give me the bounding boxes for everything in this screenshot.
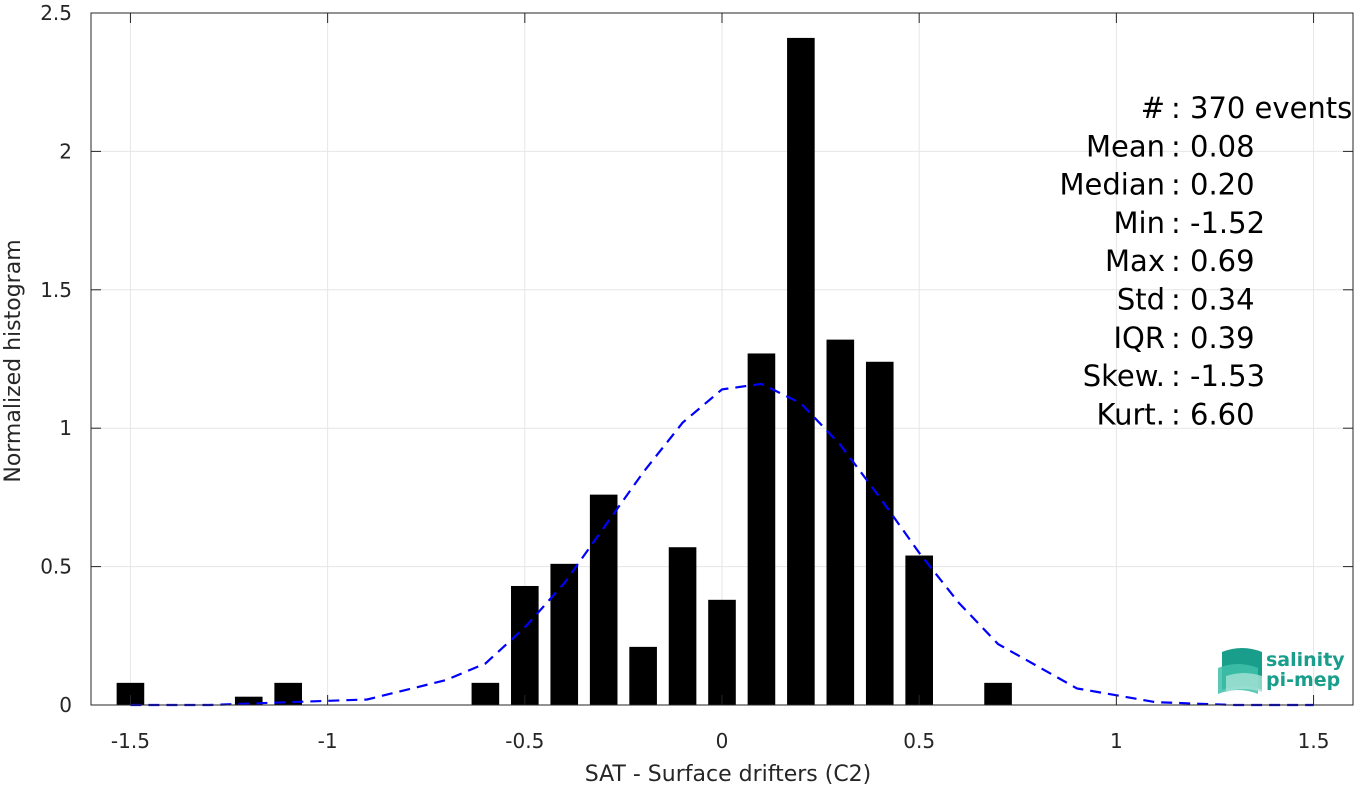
stat-label-0: # [1141, 91, 1165, 125]
x-tick-label-2: -0.5 [505, 729, 544, 753]
x-tick-label-5: 1 [1110, 729, 1123, 753]
stat-label-2: Median [1060, 168, 1165, 202]
x-tick-label-0: -1.5 [111, 729, 150, 753]
x-tick-label-1: -1 [318, 729, 338, 753]
x-tick-label-3: 0 [716, 729, 729, 753]
stat-label-3: Min [1114, 206, 1165, 240]
histogram-bar-5 [550, 563, 579, 705]
histogram-bar-15 [984, 682, 1012, 705]
stat-label-8: Kurt. [1097, 397, 1165, 431]
stat-value-6: : 0.39 [1171, 321, 1255, 355]
stat-label-6: IQR [1113, 321, 1165, 355]
histogram-bar-12 [826, 339, 855, 705]
stat-value-5: : 0.34 [1171, 283, 1255, 317]
histogram-bar-9 [708, 599, 736, 705]
x-axis-label: SAT - Surface drifters (C2) [585, 762, 872, 785]
histogram-bar-14 [905, 555, 933, 705]
histogram-bar-2 [274, 682, 302, 705]
histogram-bar-4 [511, 585, 539, 705]
stat-label-5: Std [1117, 283, 1165, 317]
y-axis-label: Normalized histogram [1, 239, 26, 482]
stat-value-2: : 0.20 [1171, 168, 1255, 202]
x-tick-label-4: 0.5 [903, 729, 935, 753]
histogram-bars [116, 37, 1012, 706]
y-tick-label-3: 1.5 [40, 278, 72, 302]
histogram-bar-6 [589, 494, 618, 705]
stat-value-7: : -1.53 [1171, 359, 1265, 393]
histogram-bar-3 [471, 682, 500, 705]
normal-fit-curve [130, 382, 1314, 707]
y-tick-label-2: 1 [59, 416, 72, 440]
stat-value-1: : 0.08 [1171, 129, 1255, 163]
x-tick-label-6: 1.5 [1298, 729, 1330, 753]
stat-label-7: Skew. [1083, 359, 1165, 393]
y-tick-label-4: 2 [59, 139, 72, 163]
histogram-bar-11 [787, 37, 815, 706]
stat-label-4: Max [1105, 244, 1165, 278]
axis-ticks [91, 12, 1353, 706]
histogram-bar-7 [629, 646, 657, 705]
stat-value-0: : 370 events [1171, 91, 1352, 125]
histogram-bar-0 [116, 682, 145, 705]
x-tick-labels: -1.5 -1 -0.5 0 0.5 1 1.5 [111, 729, 1330, 753]
waves-icon [1218, 648, 1262, 694]
stat-label-1: Mean [1086, 129, 1165, 163]
histogram-bar-8 [668, 547, 697, 705]
y-tick-label-1: 0.5 [40, 555, 72, 579]
y-tick-label-0: 0 [59, 693, 72, 717]
y-tick-label-5: 2.5 [40, 1, 72, 25]
histogram-bar-1 [234, 696, 263, 705]
stat-value-3: : -1.52 [1171, 206, 1265, 240]
stat-value-4: : 0.69 [1171, 244, 1255, 278]
stat-value-8: : 6.60 [1171, 397, 1255, 431]
logo-line2: pi-mep [1266, 669, 1340, 691]
histogram-bar-13 [865, 361, 894, 705]
y-tick-labels: 0 0.5 1 1.5 2 2.5 [40, 1, 72, 717]
logo-line1: salinity [1266, 649, 1345, 671]
histogram-bar-10 [747, 353, 776, 705]
salinity-pimep-logo: salinity pi-mep [1218, 648, 1345, 694]
